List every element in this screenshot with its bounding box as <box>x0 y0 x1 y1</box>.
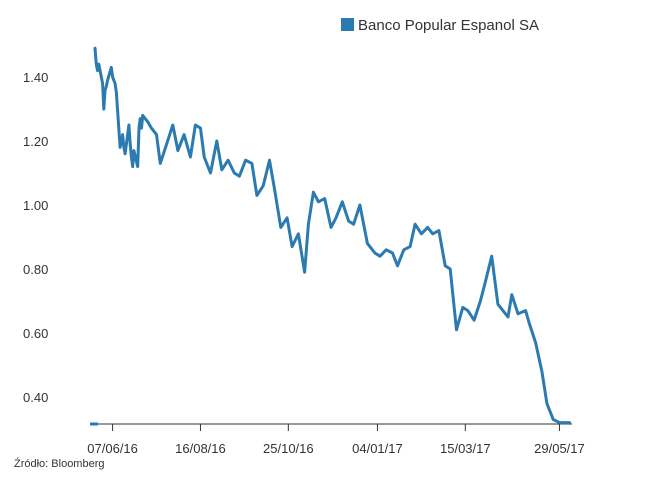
x-tick-label: 29/05/17 <box>534 441 585 456</box>
y-axis: 1.40 1.20 1.00 0.80 0.60 0.40 <box>23 70 48 405</box>
series-line-banco-popular <box>93 46 571 425</box>
legend-swatch <box>341 18 354 31</box>
x-tick-label: 04/01/17 <box>352 441 403 456</box>
source-note: Źródło: Bloomberg <box>14 458 105 470</box>
legend: Banco Popular Espanol SA <box>341 17 539 34</box>
y-tick-label: 0.80 <box>23 262 48 277</box>
y-tick-label: 1.40 <box>23 70 48 85</box>
legend-label: Banco Popular Espanol SA <box>358 17 539 34</box>
x-tick-label: 25/10/16 <box>263 441 314 456</box>
y-tick-label: 1.20 <box>23 134 48 149</box>
x-tick-label: 07/06/16 <box>87 441 138 456</box>
x-tick-label: 16/08/16 <box>175 441 226 456</box>
y-tick-label: 0.40 <box>23 390 48 405</box>
x-axis: 07/06/16 16/08/16 25/10/16 04/01/17 15/03/17… <box>87 424 585 456</box>
y-tick-label: 1.00 <box>23 198 48 213</box>
x-tick-label: 15/03/17 <box>440 441 491 456</box>
y-tick-label: 0.60 <box>23 326 48 341</box>
